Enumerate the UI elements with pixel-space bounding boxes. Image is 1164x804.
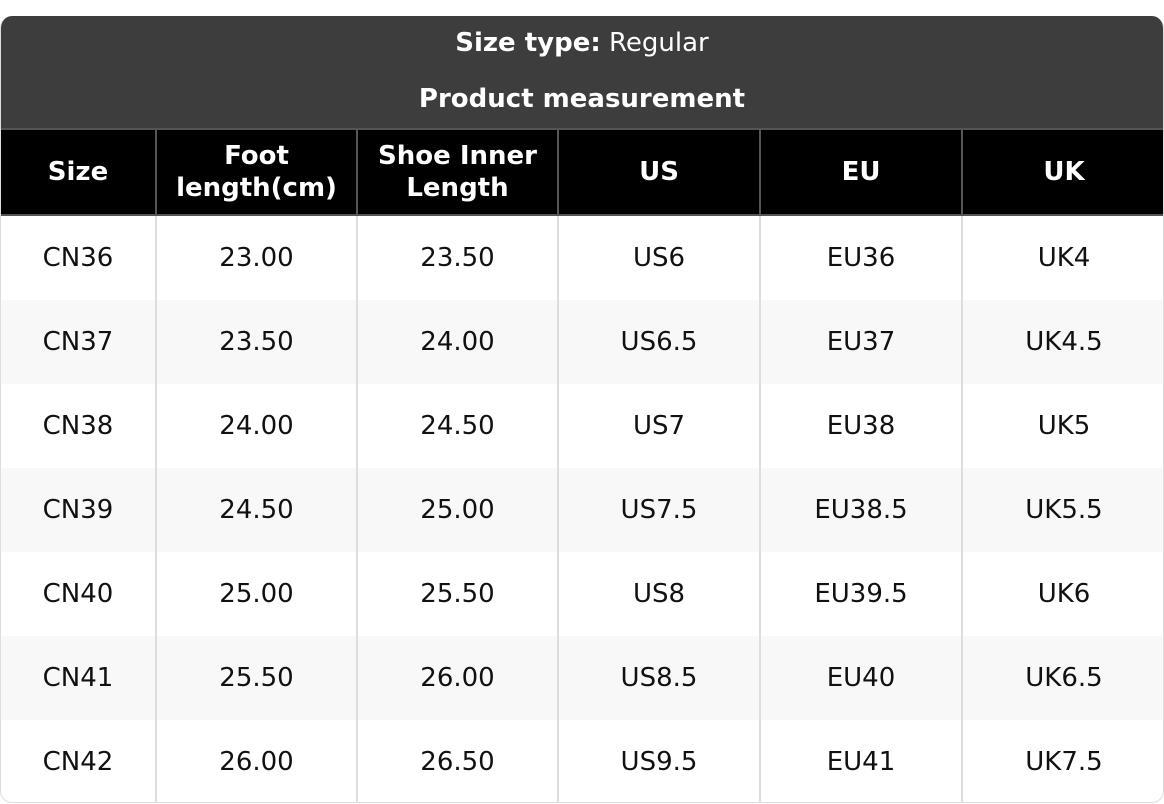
- table-cell: US8.5: [557, 636, 760, 720]
- table-row: CN41 25.50 26.00 US8.5 EU40 UK6.5: [1, 636, 1163, 720]
- table-cell: 24.00: [356, 300, 558, 384]
- table-row: CN36 23.00 23.50 US6 EU36 UK4: [1, 215, 1163, 300]
- table-cell: EU41: [759, 720, 962, 802]
- column-header: Shoe Inner Length: [356, 128, 559, 216]
- table-row: CN39 24.50 25.00 US7.5 EU38.5 UK5.5: [1, 468, 1163, 552]
- table-cell: UK4: [961, 215, 1163, 300]
- column-header: Foot length(cm): [155, 128, 358, 216]
- table-cell: UK4.5: [961, 300, 1163, 384]
- table-cell: 24.50: [155, 468, 357, 552]
- size-type-value: Regular: [609, 28, 709, 58]
- table-cell: 23.50: [356, 215, 558, 300]
- table-row: CN40 25.00 25.50 US8 EU39.5 UK6: [1, 552, 1163, 636]
- table-cell: US7: [557, 384, 760, 468]
- table-cell: CN37: [1, 300, 156, 384]
- table-cell: 23.00: [155, 215, 357, 300]
- column-header: UK: [961, 128, 1163, 216]
- table-cell: UK5.5: [961, 468, 1163, 552]
- table-cell: US6.5: [557, 300, 760, 384]
- table-cell: 25.50: [155, 636, 357, 720]
- column-header: Size: [1, 128, 157, 216]
- table-cell: CN38: [42, 411, 114, 441]
- size-type: Size type: Regular: [1, 16, 1163, 57]
- table-cell: UK6: [961, 552, 1163, 636]
- table-cell: 25.00: [356, 468, 558, 552]
- table-cell: CN36: [42, 243, 114, 273]
- column-header: US: [557, 128, 761, 216]
- table-cell: 26.50: [356, 720, 558, 802]
- table-cell: EU37: [759, 300, 962, 384]
- table-cell: 25.50: [356, 552, 558, 636]
- table-cell: US9.5: [557, 720, 760, 802]
- table-row: CN42 26.00 26.50 US9.5 EU41 UK7.5: [1, 720, 1163, 802]
- size-type-label: Size type:: [455, 28, 601, 58]
- table-cell: CN39: [1, 468, 156, 552]
- table-cell: 26.00: [155, 720, 357, 802]
- table-cell: CN41: [1, 636, 156, 720]
- table-cell: US6: [557, 215, 760, 300]
- table-cell: 26.00: [356, 636, 558, 720]
- table-cell: UK6.5: [961, 636, 1163, 720]
- subtitle: Product measurement: [418, 84, 746, 114]
- table-cell: 24.00: [155, 384, 357, 468]
- table-cell: CN40: [42, 579, 114, 609]
- table-cell: UK5: [961, 384, 1163, 468]
- table-cell: CN42: [42, 747, 114, 777]
- table-cell: 23.50: [155, 300, 357, 384]
- table-cell: EU39.5: [759, 552, 962, 636]
- column-header: EU: [759, 128, 963, 216]
- size-chart-title: Size type: Regular Product measurement: [1, 16, 1163, 128]
- table-cell: EU40: [759, 636, 962, 720]
- table-cell: EU38.5: [759, 468, 962, 552]
- table-cell: US7.5: [557, 468, 760, 552]
- table-cell: EU36: [759, 215, 962, 300]
- table-cell: EU38: [759, 384, 962, 468]
- table-cell: UK7.5: [961, 720, 1163, 802]
- table-cell: US8: [557, 552, 760, 636]
- table-row: CN38 24.00 24.50 US7 EU38 UK5: [1, 384, 1163, 468]
- table-row: CN37 23.50 24.00 US6.5 EU37 UK4.5: [1, 300, 1163, 384]
- size-chart: Size type: Regular Product measurement S…: [0, 16, 1164, 803]
- table-cell: 24.50: [356, 384, 558, 468]
- table-cell: 25.00: [155, 552, 357, 636]
- size-table: Size Foot length(cm) Shoe Inner Length US EU…: [1, 128, 1163, 802]
